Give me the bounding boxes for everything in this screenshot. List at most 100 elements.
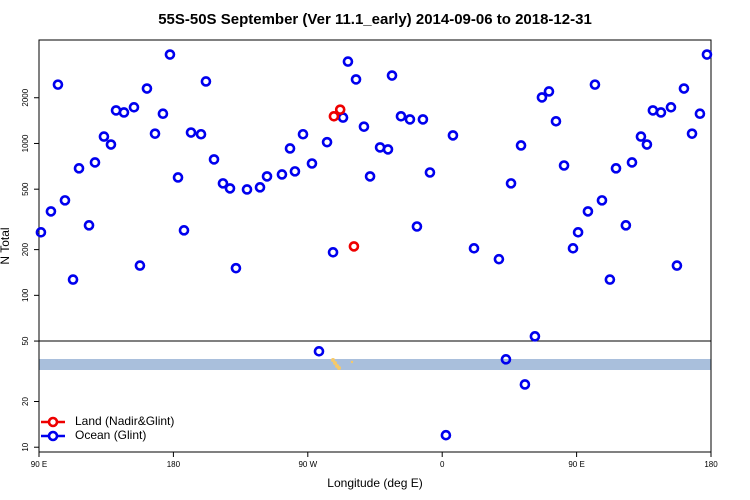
point — [626, 157, 638, 168]
point — [440, 429, 452, 441]
point — [241, 184, 253, 195]
y-tick-label: 500 — [21, 182, 30, 196]
land-band — [39, 359, 711, 370]
point — [604, 274, 616, 285]
point — [230, 262, 242, 274]
y-tick-label: 100 — [21, 288, 30, 302]
point — [493, 253, 505, 265]
y-tick-label: 2000 — [21, 88, 30, 106]
point — [313, 346, 325, 357]
legend-marker — [47, 416, 59, 428]
point — [665, 102, 677, 113]
point — [364, 171, 376, 182]
point — [328, 110, 340, 122]
point — [635, 131, 647, 142]
point — [105, 139, 117, 150]
x-tick-label: 180 — [167, 460, 181, 469]
point — [686, 128, 698, 139]
point — [164, 49, 176, 60]
point — [83, 220, 95, 231]
point — [641, 139, 653, 150]
point — [67, 274, 79, 285]
point — [447, 130, 459, 141]
point — [306, 158, 318, 169]
point — [224, 183, 236, 194]
point — [89, 157, 101, 168]
point — [52, 79, 64, 90]
point — [73, 163, 85, 174]
y-tick-label: 1000 — [21, 134, 30, 152]
point — [358, 121, 370, 132]
point — [297, 128, 309, 140]
point — [284, 143, 296, 154]
point — [589, 79, 601, 90]
point — [620, 220, 632, 231]
point — [342, 56, 354, 67]
point — [261, 171, 273, 182]
x-tick-label: 90 W — [298, 460, 317, 469]
point — [515, 140, 527, 151]
x-tick-label: 0 — [440, 460, 445, 469]
point — [98, 131, 110, 142]
point — [536, 92, 548, 103]
point — [417, 114, 429, 125]
point — [178, 225, 190, 236]
point — [505, 178, 517, 189]
point — [35, 227, 47, 238]
point — [529, 331, 541, 342]
point — [395, 110, 407, 122]
point — [118, 107, 130, 118]
point — [382, 144, 394, 155]
point — [647, 105, 659, 116]
point — [327, 247, 339, 258]
y-tick-label: 20 — [21, 396, 30, 405]
point — [701, 49, 713, 60]
point — [157, 108, 169, 120]
x-axis-label: Longitude (deg E) — [327, 476, 422, 490]
point — [334, 104, 346, 115]
y-tick-label: 200 — [21, 242, 30, 256]
land-dots — [331, 358, 354, 370]
point — [582, 206, 594, 217]
point — [217, 178, 229, 189]
point — [678, 83, 690, 94]
point — [655, 107, 667, 118]
point — [411, 221, 423, 232]
point — [596, 195, 608, 206]
y-axis-label: N Total — [0, 227, 12, 264]
legend-label: Land (Nadir&Glint) — [75, 414, 174, 428]
point — [254, 182, 266, 193]
point — [558, 160, 570, 171]
y-tick-label: 10 — [21, 442, 30, 451]
point — [134, 260, 146, 271]
point — [141, 83, 153, 94]
point — [543, 86, 555, 97]
legend-label: Ocean (Glint) — [75, 428, 146, 442]
point — [200, 76, 212, 87]
point — [694, 108, 706, 120]
point — [45, 206, 57, 217]
point — [572, 227, 584, 238]
legend-marker — [47, 430, 59, 442]
point — [59, 195, 71, 206]
point — [550, 115, 562, 127]
x-tick-label: 180 — [704, 460, 718, 469]
point — [128, 102, 140, 113]
point — [671, 260, 683, 271]
point — [321, 136, 333, 148]
point — [350, 74, 362, 85]
plot-frame — [38, 39, 712, 453]
point — [276, 169, 288, 180]
point — [386, 70, 398, 81]
point — [468, 243, 480, 254]
chart-title: 55S-50S September (Ver 11.1_early) 2014-… — [158, 11, 592, 28]
point — [348, 241, 360, 252]
point — [519, 379, 531, 390]
point — [404, 114, 416, 125]
point — [289, 166, 301, 177]
point — [567, 243, 579, 254]
point — [208, 154, 220, 165]
point — [424, 167, 436, 178]
